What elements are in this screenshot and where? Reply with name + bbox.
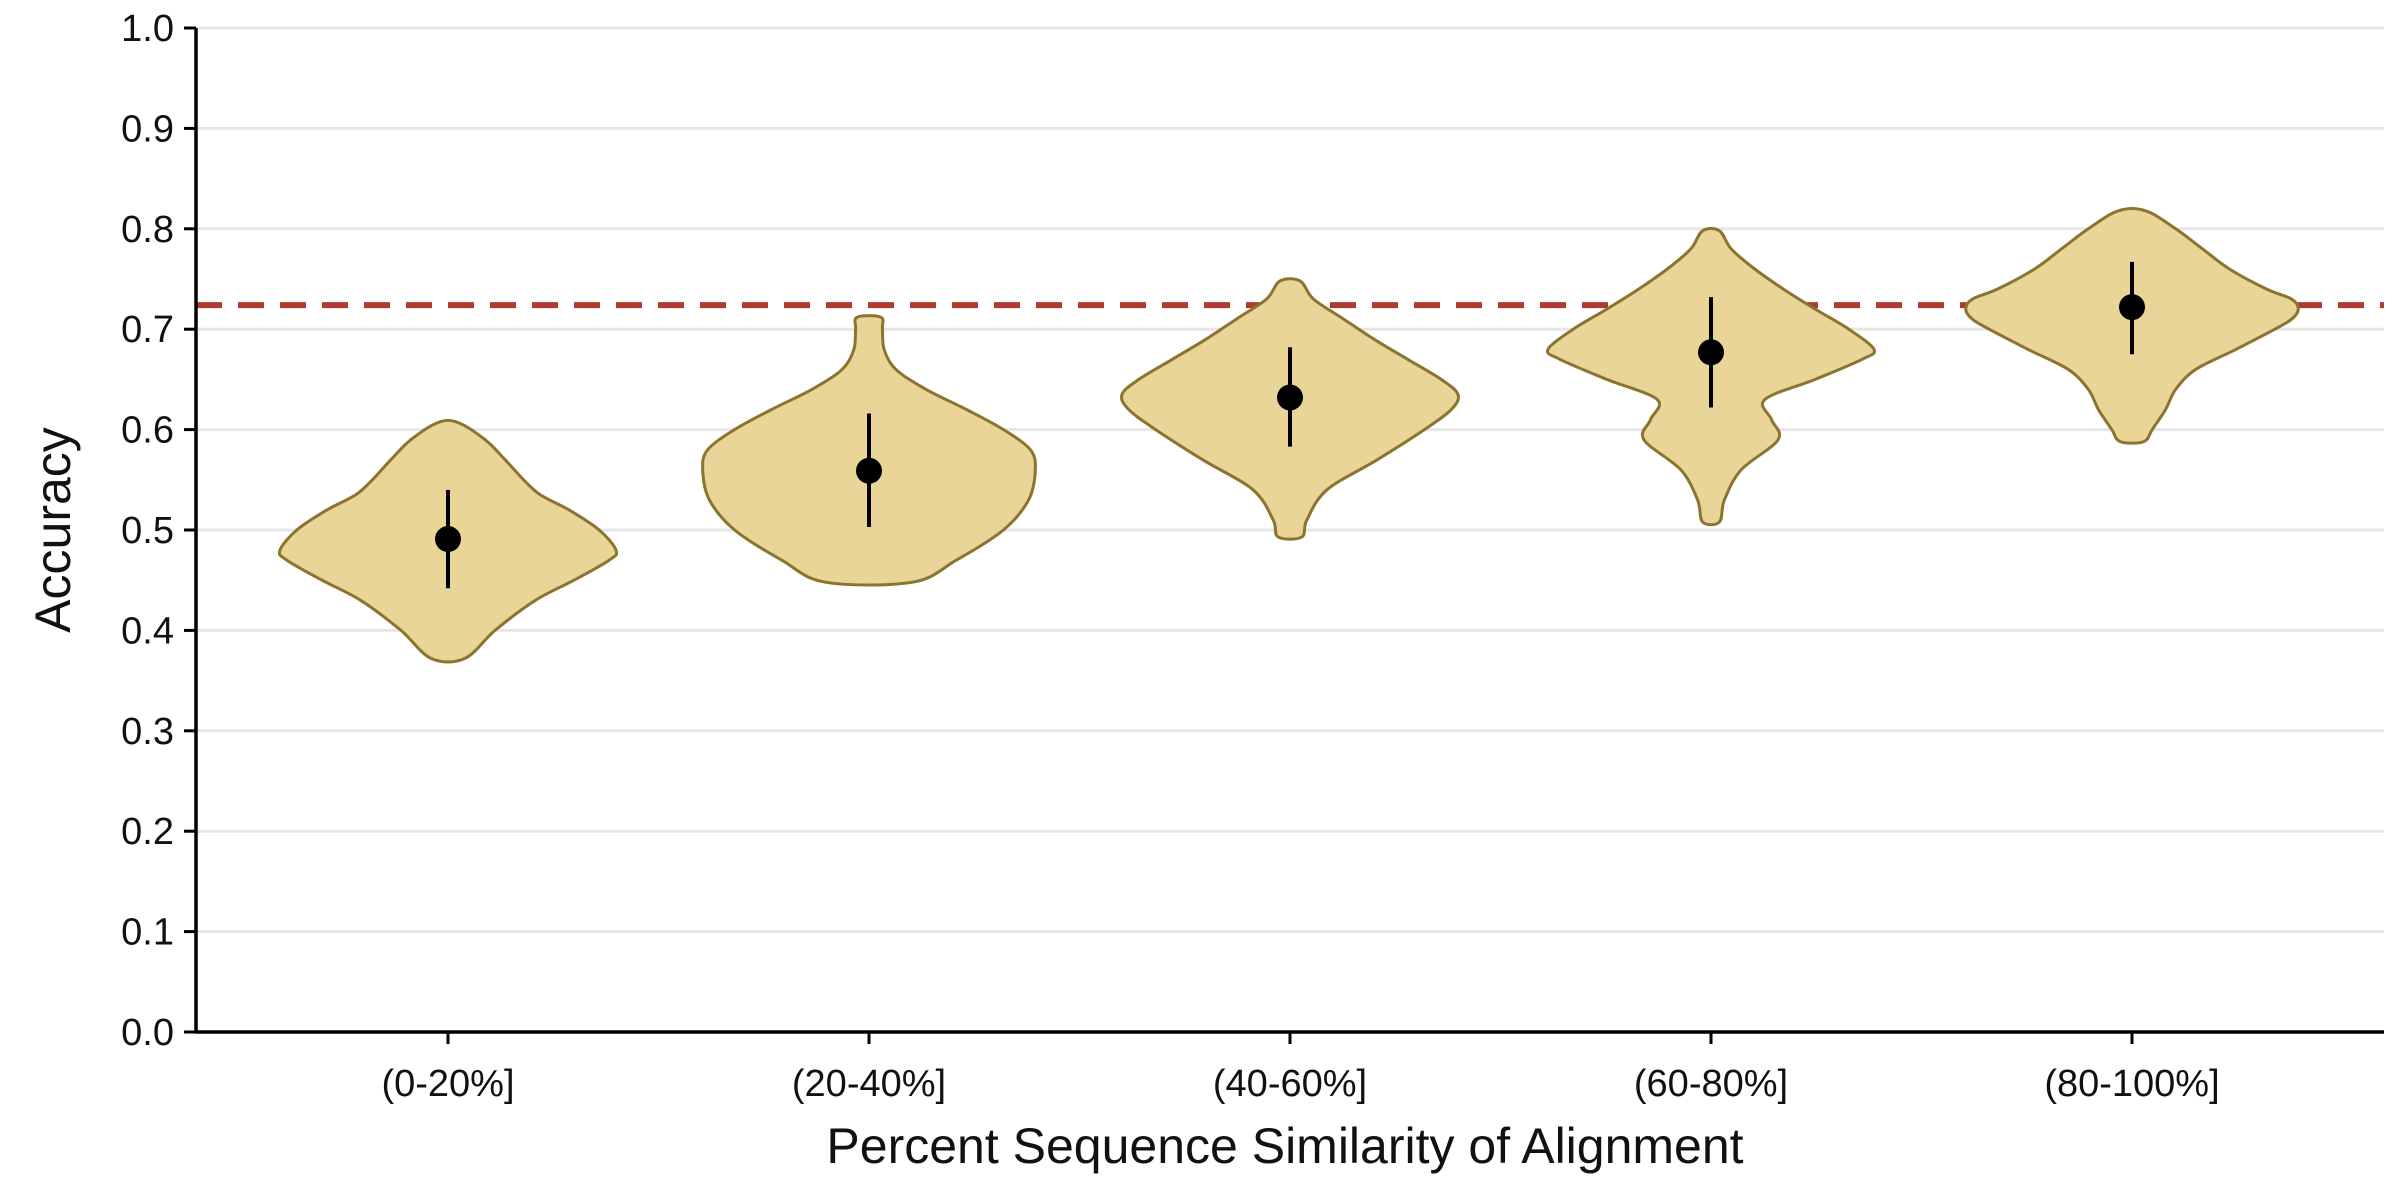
- y-tick-label: 0.5: [121, 510, 174, 552]
- y-tick-label: 0.8: [121, 209, 174, 251]
- x-tick-label: (0-20%]: [381, 1063, 514, 1105]
- y-tick-label: 0.6: [121, 410, 174, 452]
- mean-point-1: [435, 526, 461, 553]
- y-axis-title: Accuracy: [25, 427, 81, 633]
- mean-point-5: [2119, 294, 2145, 321]
- x-tick-label: (80-100%]: [2044, 1063, 2219, 1105]
- y-tick-label: 0.3: [121, 711, 174, 753]
- y-tick-label: 0.4: [121, 610, 174, 652]
- violin-layer: [277, 206, 2300, 664]
- mean-point-4: [1698, 339, 1724, 366]
- axes: [184, 26, 2384, 1044]
- x-axis-title: Percent Sequence Similarity of Alignment: [826, 1118, 1743, 1174]
- mean-point-2: [856, 457, 882, 484]
- y-tick-label: 0.7: [121, 309, 174, 351]
- y-tick-label: 0.0: [121, 1012, 174, 1054]
- x-tick-label: (60-80%]: [1634, 1063, 1788, 1105]
- y-tick-label: 1.0: [121, 8, 174, 50]
- y-tick-label: 0.1: [121, 912, 174, 954]
- x-tick-label: (40-60%]: [1213, 1063, 1367, 1105]
- axis-labels: 0.0 0.1 0.2 0.3 0.4 0.5 0.6 0.7 0.8 0.9 1.0 (0-20%]…: [121, 8, 2219, 1105]
- y-tick-label: 0.9: [121, 108, 174, 150]
- x-tick-label: (20-40%]: [792, 1063, 946, 1105]
- y-tick-label: 0.2: [121, 811, 174, 853]
- mean-point-3: [1277, 384, 1303, 411]
